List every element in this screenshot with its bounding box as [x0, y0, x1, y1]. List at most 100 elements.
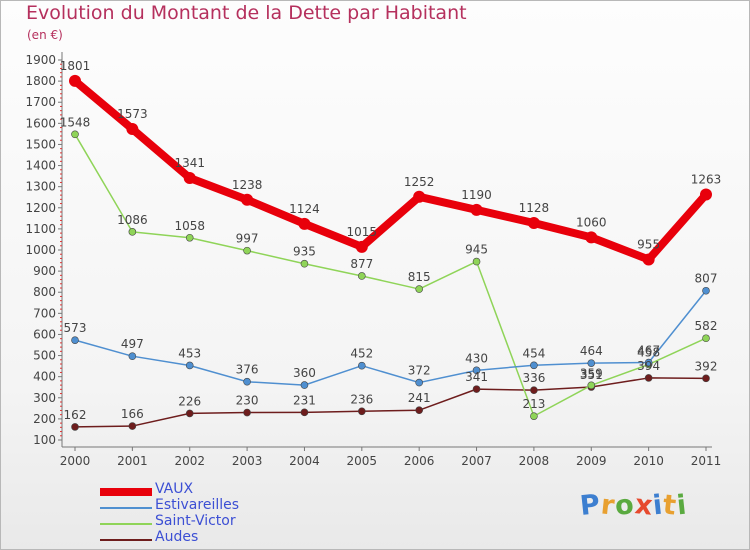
- data-label-audes: 226: [178, 394, 201, 408]
- data-point-saint-victor: [358, 272, 366, 280]
- data-point-vaux: [298, 217, 311, 230]
- data-point-audes: [472, 385, 481, 393]
- data-point-vaux: [585, 231, 598, 244]
- y-tick-label: 1700: [25, 95, 56, 109]
- data-label-vaux: 1263: [691, 172, 722, 186]
- y-minor-tick: [60, 342, 62, 344]
- data-label-vaux: 1015: [347, 225, 378, 239]
- data-point-vaux: [470, 203, 483, 216]
- y-minor-tick: [60, 257, 62, 259]
- y-minor-tick: [60, 325, 62, 327]
- y-minor-tick: [60, 194, 62, 196]
- series-line-estivareilles: [74, 289, 707, 386]
- y-minor-tick: [60, 380, 62, 382]
- data-point-saint-victor: [300, 259, 309, 268]
- data-label-audes: 241: [408, 391, 431, 405]
- data-point-saint-victor: [71, 130, 79, 139]
- data-label-vaux: 955: [637, 238, 660, 252]
- chart-title: Evolution du Montant de la Dette par Hab…: [26, 2, 467, 24]
- y-tick-label: 1400: [25, 159, 56, 173]
- data-point-estivareilles: [358, 361, 366, 370]
- y-minor-tick: [60, 156, 62, 158]
- y-minor-tick: [60, 350, 62, 352]
- data-point-audes: [702, 374, 710, 383]
- y-minor-tick: [60, 426, 62, 428]
- y-minor-tick: [60, 135, 62, 137]
- y-tick-label: 600: [33, 327, 56, 341]
- x-tick-label: 2006: [404, 454, 435, 468]
- y-tick-label: 1100: [25, 222, 56, 236]
- data-point-vaux: [355, 240, 368, 253]
- data-label-saint-victor: 1086: [117, 213, 148, 227]
- y-minor-tick: [60, 224, 62, 226]
- x-tick-label: 2010: [633, 454, 664, 468]
- y-minor-tick: [60, 317, 62, 319]
- data-point-estivareilles: [415, 378, 423, 387]
- data-point-saint-victor: [185, 233, 194, 242]
- data-label-saint-victor: 458: [637, 345, 660, 359]
- data-point-saint-victor: [415, 285, 423, 293]
- y-tick-label: 800: [33, 285, 56, 299]
- y-tick-label: 700: [33, 306, 56, 320]
- data-label-audes: 394: [637, 359, 660, 373]
- y-minor-tick: [60, 84, 62, 86]
- y-minor-tick: [60, 279, 62, 281]
- y-tick-label: 300: [33, 391, 56, 405]
- y-minor-tick: [60, 295, 62, 297]
- data-point-estivareilles: [300, 381, 309, 389]
- data-label-vaux: 1190: [461, 188, 492, 202]
- data-label-vaux: 1238: [232, 178, 263, 192]
- data-label-audes: 162: [64, 408, 87, 422]
- y-minor-tick: [60, 287, 62, 289]
- y-tick-label: 1300: [25, 180, 56, 194]
- data-point-audes: [71, 423, 79, 431]
- y-minor-tick: [60, 401, 62, 403]
- data-label-vaux: 1128: [519, 201, 550, 215]
- data-point-estivareilles: [71, 336, 79, 344]
- data-point-audes: [358, 407, 366, 416]
- y-minor-tick: [60, 384, 62, 386]
- data-label-audes: 236: [350, 392, 373, 406]
- data-point-audes: [530, 386, 538, 394]
- data-point-saint-victor: [530, 412, 538, 420]
- y-minor-tick: [60, 131, 62, 133]
- x-tick-label: 2002: [174, 454, 205, 468]
- y-minor-tick: [60, 346, 62, 348]
- y-minor-tick: [60, 388, 62, 390]
- data-label-estivareilles: 573: [64, 321, 87, 335]
- y-minor-tick: [60, 431, 62, 433]
- y-minor-tick: [60, 215, 62, 217]
- y-minor-tick: [60, 152, 62, 154]
- y-minor-tick: [60, 148, 62, 150]
- data-point-vaux: [69, 74, 81, 87]
- y-minor-tick: [60, 274, 62, 276]
- data-label-saint-victor: 935: [293, 245, 316, 259]
- data-point-audes: [243, 408, 251, 417]
- proxiti-logo: Proxiti: [578, 489, 689, 522]
- legend-label: Estivareilles: [155, 497, 240, 513]
- y-minor-tick: [60, 173, 62, 175]
- y-tick-label: 500: [33, 349, 56, 363]
- data-point-saint-victor: [128, 228, 137, 236]
- data-label-audes: 231: [293, 393, 316, 407]
- y-minor-tick: [60, 181, 62, 183]
- y-tick-label: 1600: [25, 116, 56, 130]
- y-minor-tick: [60, 245, 62, 247]
- data-point-saint-victor: [587, 381, 596, 390]
- data-label-saint-victor: 213: [522, 397, 545, 411]
- y-minor-tick: [60, 363, 62, 365]
- data-point-estivareilles: [587, 359, 596, 367]
- data-label-saint-victor: 945: [465, 243, 488, 257]
- y-tick-label: 1200: [25, 201, 56, 215]
- data-point-audes: [415, 406, 423, 415]
- x-tick-label: 2011: [691, 454, 722, 468]
- y-tick-label: 1000: [25, 243, 56, 257]
- x-tick-label: 2008: [519, 454, 550, 468]
- y-minor-tick: [60, 321, 62, 323]
- y-minor-tick: [60, 190, 62, 192]
- y-minor-tick: [60, 262, 62, 264]
- data-label-audes: 341: [465, 370, 488, 384]
- data-label-estivareilles: 464: [580, 344, 603, 358]
- legend-swatch: [100, 539, 152, 541]
